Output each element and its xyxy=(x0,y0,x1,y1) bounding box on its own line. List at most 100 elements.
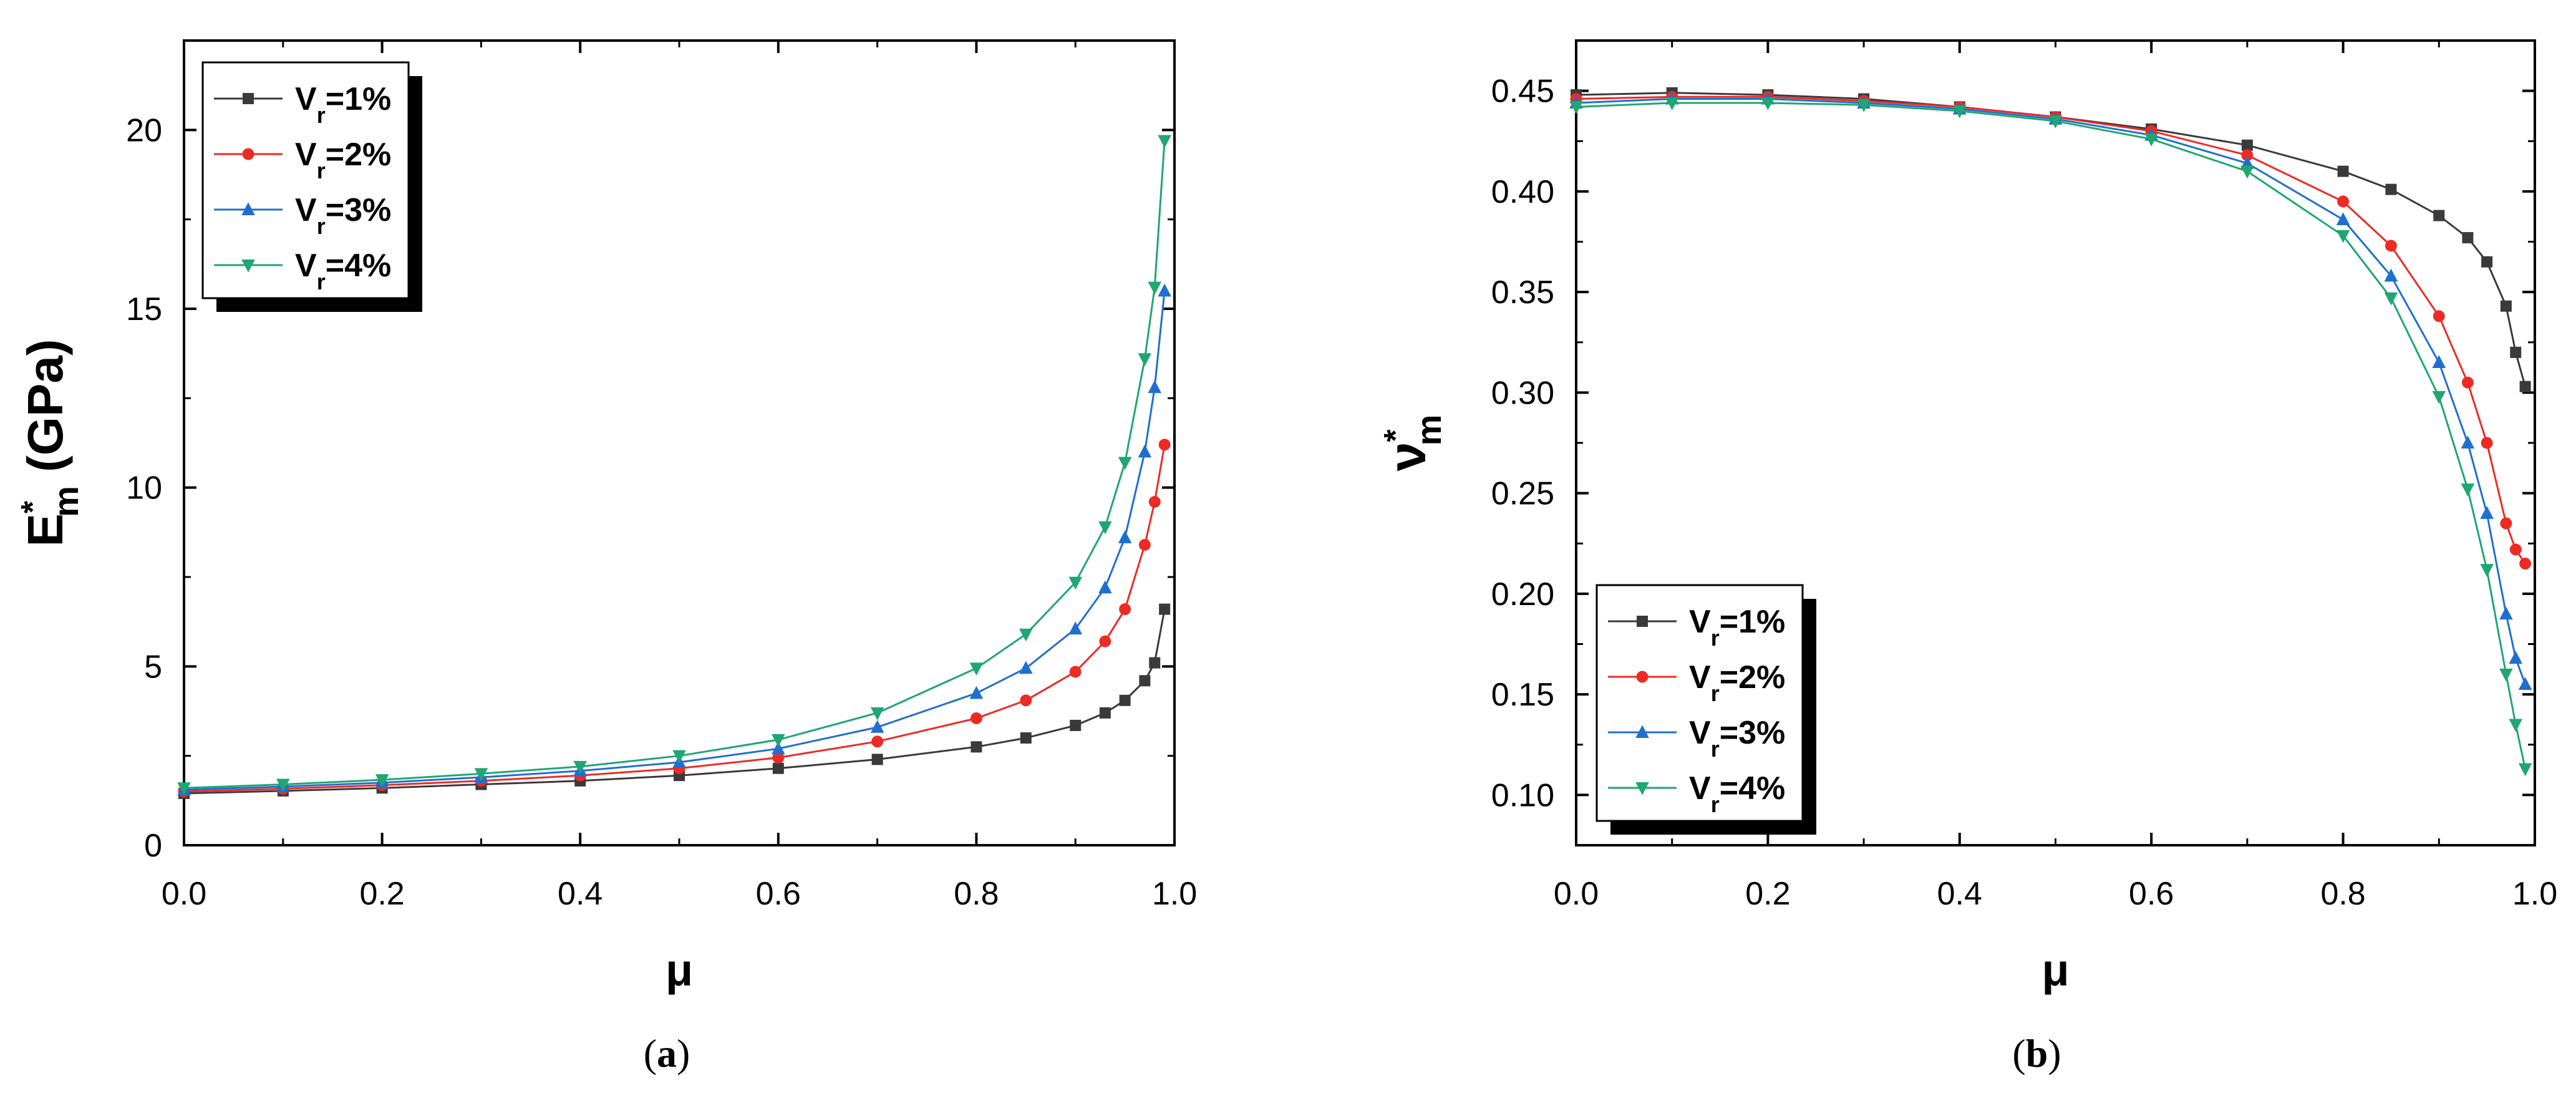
data-point xyxy=(2337,195,2350,208)
data-point xyxy=(1099,707,1111,719)
series-2 xyxy=(1570,90,2532,570)
legend-swatch-marker xyxy=(243,93,254,104)
legend: Vr=1% Vr=2% Vr=3% Vr=4% xyxy=(201,61,422,312)
data-point xyxy=(1068,621,1082,635)
data-point xyxy=(2144,133,2158,147)
legend-swatch-marker xyxy=(1636,671,1649,683)
legend-swatch-marker xyxy=(1637,616,1648,627)
data-point xyxy=(2518,677,2532,690)
x-tick-label: 1.0 xyxy=(2512,876,2557,912)
legend-label: Vr=4% xyxy=(295,248,391,294)
data-point xyxy=(772,734,785,747)
x-tick-label: 0.8 xyxy=(954,876,999,912)
y-tick-label: 0.30 xyxy=(1491,375,1554,411)
data-point xyxy=(870,707,884,720)
x-tick-label: 1.0 xyxy=(1152,876,1197,912)
y-axis-title: ν*m xyxy=(1378,415,1448,472)
legend-entry: Vr=3% xyxy=(1608,715,1785,762)
y-tick-label: 0 xyxy=(144,828,162,864)
data-point xyxy=(1148,281,1162,295)
legend-box xyxy=(1595,584,1804,822)
data-point xyxy=(1119,694,1131,706)
series-line xyxy=(1576,102,2527,769)
legend-label: Vr=2% xyxy=(1689,659,1785,706)
data-point xyxy=(1118,530,1132,543)
legend-entry: Vr=3% xyxy=(214,192,391,239)
series-2 xyxy=(178,439,1171,798)
data-point xyxy=(2462,232,2474,244)
legend-label: Vr=3% xyxy=(295,192,391,239)
data-point xyxy=(474,768,488,782)
data-point xyxy=(1149,657,1161,669)
series-3 xyxy=(177,283,1171,796)
legend-swatch-marker xyxy=(1635,782,1649,795)
data-point xyxy=(1761,97,1775,110)
y-tick-label: 0.45 xyxy=(1491,74,1554,110)
data-point xyxy=(2480,564,2494,577)
data-point xyxy=(2510,346,2522,358)
data-point xyxy=(2336,212,2350,226)
y-tick-label: 0.25 xyxy=(1491,476,1554,512)
y-tick-label: 0.35 xyxy=(1491,274,1554,311)
legend-entry: Vr=4% xyxy=(214,248,391,294)
data-point xyxy=(1098,521,1112,535)
data-point xyxy=(2480,506,2494,519)
legend-swatch-marker xyxy=(241,202,255,215)
data-point xyxy=(969,662,984,676)
legend-label: Vr=1% xyxy=(1689,604,1785,651)
data-point xyxy=(2519,381,2531,392)
legend-entry: Vr=2% xyxy=(214,137,391,183)
legend-label: Vr=1% xyxy=(295,81,391,128)
data-point xyxy=(2481,256,2493,268)
series-4 xyxy=(1569,97,2532,777)
data-point xyxy=(2337,165,2349,177)
y-tick-label: 10 xyxy=(126,470,162,507)
x-tick-label: 0.2 xyxy=(359,876,404,912)
data-point xyxy=(1119,603,1131,616)
data-point xyxy=(970,712,982,724)
series-line xyxy=(183,444,1166,793)
series-line xyxy=(1576,95,2526,565)
data-point xyxy=(971,741,982,753)
data-point xyxy=(1020,732,1032,744)
x-tick-label: 0.2 xyxy=(1745,876,1790,912)
data-point xyxy=(1138,538,1151,551)
data-point xyxy=(870,720,884,733)
data-point xyxy=(1118,457,1132,470)
data-point xyxy=(2461,435,2475,449)
x-axis-title: μ xyxy=(2041,946,2069,996)
x-tick-label: 0.8 xyxy=(2320,876,2365,912)
data-point xyxy=(375,774,389,787)
data-point xyxy=(2384,268,2398,282)
series-line xyxy=(1576,98,2527,685)
data-point xyxy=(1158,135,1171,148)
data-point xyxy=(1070,719,1082,731)
legend-label: Vr=4% xyxy=(1689,770,1785,817)
panel-caption: (b) xyxy=(2012,1031,2061,1075)
y-axis-title: E*m (GPa) xyxy=(15,339,85,547)
series-line xyxy=(183,291,1166,791)
y-tick-label: 5 xyxy=(144,649,162,685)
panel-caption: (a) xyxy=(644,1031,690,1075)
legend-swatch-marker xyxy=(241,259,255,273)
x-axis-title: μ xyxy=(666,946,693,996)
data-point xyxy=(2384,292,2398,306)
legend-swatch-marker xyxy=(242,148,254,160)
data-point xyxy=(1020,694,1032,707)
data-point xyxy=(2240,156,2254,169)
data-point xyxy=(573,760,587,774)
data-point xyxy=(1569,101,1583,115)
data-point xyxy=(2432,355,2446,368)
data-point xyxy=(2241,149,2254,162)
data-point xyxy=(2241,139,2253,151)
data-point xyxy=(1857,99,1871,112)
data-point xyxy=(2481,437,2493,449)
x-tick-label: 0.0 xyxy=(162,876,206,912)
series-4 xyxy=(177,135,1171,795)
data-point xyxy=(1069,666,1082,678)
legend-box xyxy=(201,61,410,299)
y-tick-label: 0.40 xyxy=(1491,174,1554,210)
chart-a: 0.0 0.2 0.4 0.6 0.8 1.0 0 5 10 15 20 Vr=1% Vr=2% Vr=3… xyxy=(15,39,1197,1075)
y-tick-label: 20 xyxy=(126,112,162,148)
